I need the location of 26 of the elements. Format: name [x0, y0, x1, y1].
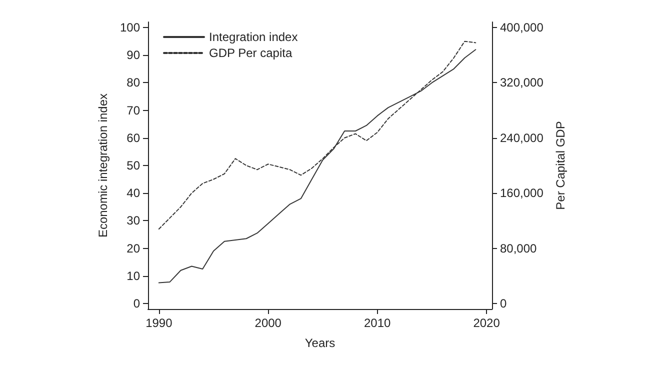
x-tick-label: 2000: [254, 316, 282, 330]
y2-tick-label: 240,000: [500, 130, 544, 145]
y-axis-title: Economic integration index: [96, 93, 110, 238]
y-tick-label: 30: [126, 214, 140, 228]
x-tick-label: 1990: [146, 316, 173, 330]
y-tick-label: 0: [133, 296, 140, 310]
y-tick-label: 20: [126, 241, 140, 256]
x-axis-title: Years: [304, 336, 336, 350]
y2-tick-label: 320,000: [500, 76, 544, 90]
x-tick-label: 2010: [364, 316, 392, 330]
y2-tick-label: 0: [500, 296, 507, 310]
y2-tick-label: 160,000: [500, 186, 544, 200]
y-tick-label: 10: [126, 268, 140, 283]
y2-axis-title: Per Capital GDP: [553, 121, 568, 210]
y2-tick-label: 400,000: [500, 20, 544, 35]
legend-label: GDP Per capita: [209, 46, 292, 60]
y-tick-label: 70: [126, 103, 140, 118]
x-tick-label: 2020: [473, 316, 500, 330]
y-tick-label: 100: [120, 20, 140, 35]
y-tick-label: 60: [126, 130, 140, 145]
y-tick-label: 40: [126, 186, 140, 200]
y-tick-label: 50: [126, 158, 140, 172]
y-tick-label: 90: [126, 48, 140, 62]
legend-label: Integration index: [209, 30, 298, 44]
y2-tick-label: 80,000: [500, 241, 538, 256]
y-tick-label: 80: [126, 76, 140, 90]
